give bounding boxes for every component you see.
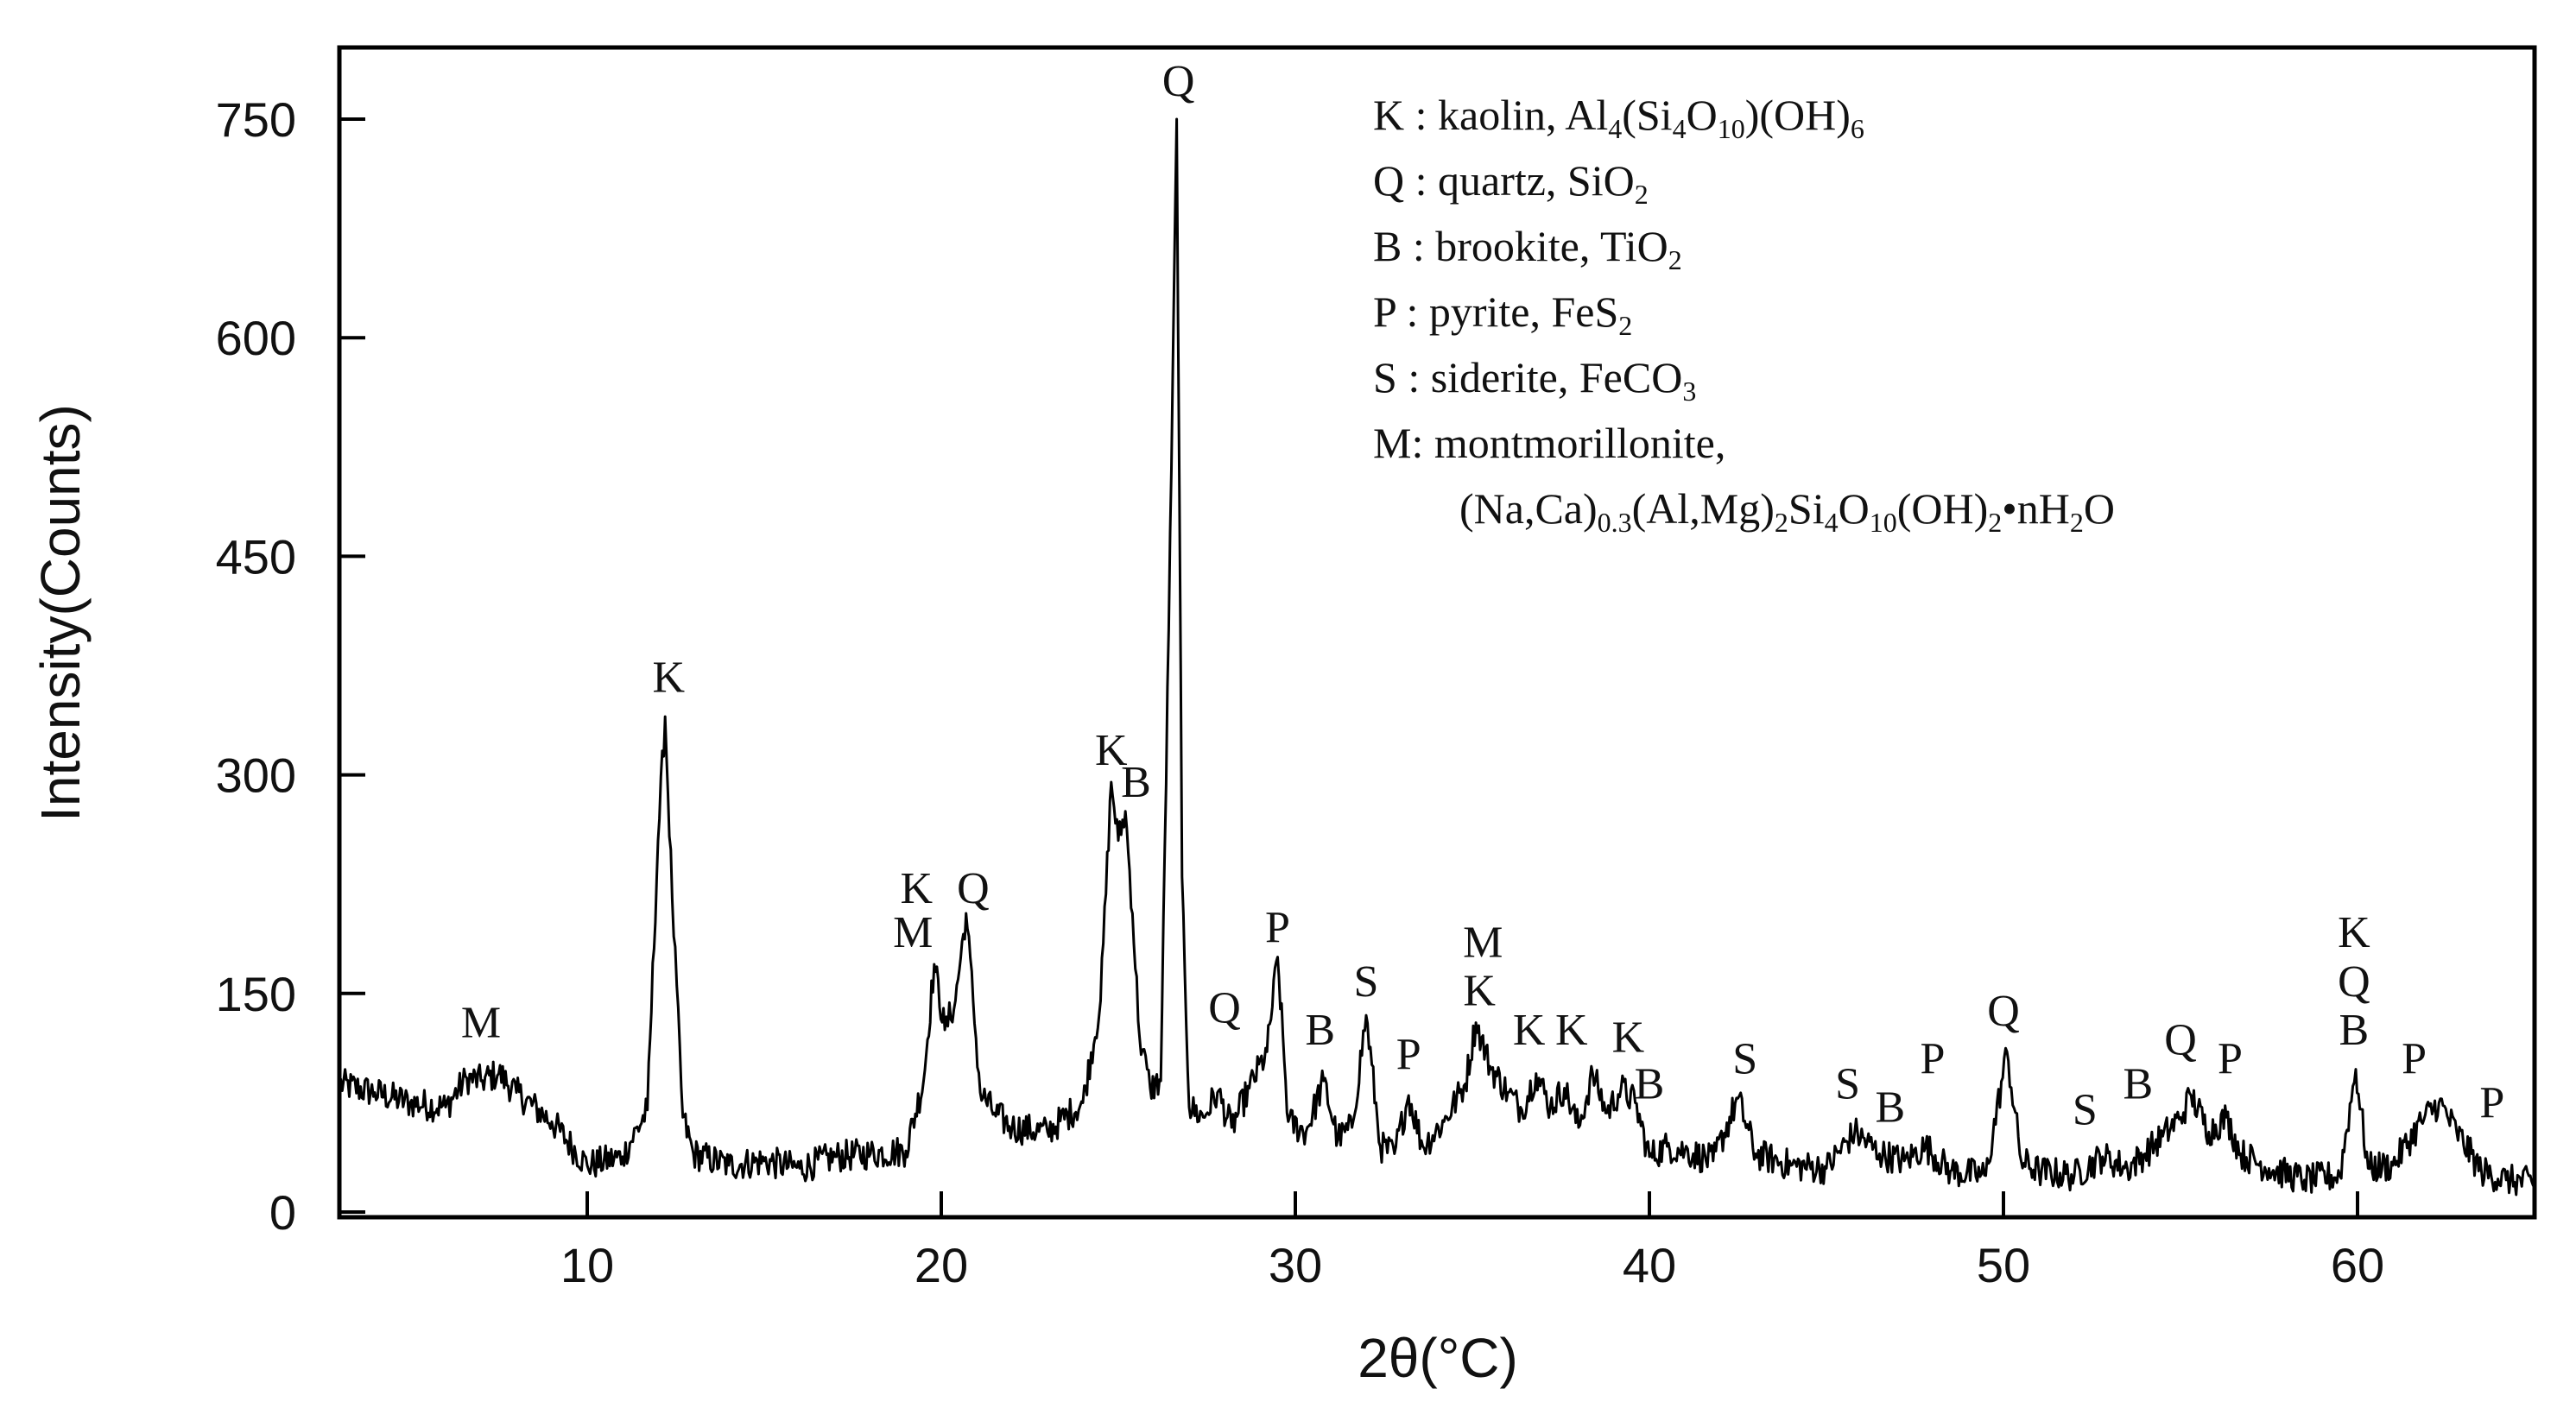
legend-text-part: Q (1373, 156, 1404, 205)
legend-subscript: 2 (1635, 179, 1649, 210)
x-tick-label: 60 (2331, 1238, 2384, 1292)
x-axis-ticks: 10 20 30 40 50 60 (560, 1191, 2384, 1292)
peak-label: Q (957, 864, 990, 913)
peak-label: B (2339, 1006, 2370, 1055)
legend-entry: P : pyrite, FeS2 (1373, 287, 1632, 341)
legend-subscript: 4 (1608, 113, 1622, 144)
legend-text-part: S (1373, 353, 1397, 401)
legend-subscript: 3 (1682, 376, 1696, 407)
peak-label: K (1095, 726, 1128, 775)
x-tick-label: 20 (915, 1238, 968, 1292)
peak-label: K (1555, 1006, 1588, 1055)
peak-label: B (1305, 1006, 1335, 1055)
peak-label: M (893, 908, 933, 957)
legend-text-part: K (1373, 91, 1404, 139)
legend-text-part: Si (1788, 484, 1825, 533)
legend-subscript: 2 (1668, 244, 1682, 275)
x-axis-title: 2θ(°C) (1358, 1327, 1518, 1389)
peak-label: K (901, 864, 934, 913)
legend-text-part: )(OH) (1745, 91, 1851, 139)
diffraction-pattern-line (338, 117, 2536, 1196)
legend-subscript: 4 (1825, 507, 1839, 538)
x-tick-label: 10 (560, 1238, 614, 1292)
plot-frame (337, 45, 2537, 1220)
peak-label: B (2123, 1059, 2153, 1108)
legend-text-part: M (1373, 419, 1411, 467)
peak-label: M (1463, 919, 1503, 968)
peak-label: Q (2164, 1016, 2197, 1065)
peak-label: P (1265, 904, 1290, 953)
y-tick-label: 150 (216, 967, 296, 1021)
legend: K : kaolin, Al4(Si4O10)(OH)6Q : quartz, … (1373, 91, 2115, 538)
peak-label: S (1732, 1035, 1757, 1084)
legend-text-part: : quartz, SiO (1404, 156, 1635, 205)
legend-text-part: : pyrite, FeS (1396, 287, 1618, 336)
y-tick-label: 600 (216, 311, 296, 365)
y-tick-label: 750 (216, 92, 296, 147)
y-tick-label: 0 (269, 1185, 296, 1240)
legend-text-part: B (1373, 222, 1402, 270)
legend-text-part: O (2084, 484, 2115, 533)
legend-subscript: 10 (1718, 113, 1745, 144)
x-tick-label: 50 (1977, 1238, 2030, 1292)
legend-entry: M: montmorillonite, (1373, 419, 1725, 467)
legend-text-part: (Al,Mg) (1632, 484, 1775, 533)
peak-label: P (1396, 1031, 1421, 1080)
legend-entry: K : kaolin, Al4(Si4O10)(OH)6 (1373, 91, 1864, 144)
peak-label: P (2218, 1035, 2243, 1084)
legend-entry: B : brookite, TiO2 (1373, 222, 1682, 275)
peak-label: P (1921, 1035, 1946, 1084)
legend-text-part: •nH (2002, 484, 2070, 533)
peak-label: Q (1162, 57, 1195, 106)
legend-subscript: 2 (1775, 507, 1788, 538)
legend-subscript: 6 (1851, 113, 1864, 144)
legend-subscript: 2 (1618, 310, 1632, 341)
legend-text-part: P (1373, 287, 1396, 336)
peak-label: M (461, 998, 501, 1047)
legend-subscript: 10 (1870, 507, 1897, 538)
peak-label: Q (1987, 987, 2020, 1036)
peak-label: Q (2338, 957, 2370, 1007)
peak-label: S (2073, 1086, 2098, 1135)
peak-label: Q (1208, 984, 1241, 1033)
legend-text-part: O (1839, 484, 1870, 533)
peak-label: B (1121, 758, 1151, 807)
legend-entry: (Na,Ca)0.3(Al,Mg)2Si4O10(OH)2•nH2O (1459, 484, 2115, 538)
peak-label: K (1463, 966, 1496, 1015)
peak-label: K (2338, 908, 2370, 957)
legend-text-part: (OH) (1897, 484, 1989, 533)
legend-entry: Q : quartz, SiO2 (1373, 156, 1649, 210)
y-axis-ticks: 0 150 300 450 600 750 (216, 92, 365, 1240)
y-tick-label: 300 (216, 748, 296, 803)
peak-label: B (1635, 1059, 1665, 1108)
x-tick-label: 30 (1269, 1238, 1322, 1292)
y-axis-title: Intensity(Counts) (29, 404, 92, 822)
legend-subscript: 2 (2070, 507, 2084, 538)
legend-subscript: 4 (1673, 113, 1687, 144)
peak-label: S (1835, 1059, 1860, 1108)
peak-label: K (653, 653, 686, 702)
legend-text-part: (Na,Ca) (1459, 484, 1598, 533)
legend-text-part: : montmorillonite, (1411, 419, 1725, 467)
peak-label: S (1354, 957, 1379, 1007)
legend-subscript: 0.3 (1598, 507, 1632, 538)
peak-label: K (1513, 1006, 1546, 1055)
legend-text-part: : brookite, TiO (1402, 222, 1668, 270)
y-tick-label: 450 (216, 529, 296, 584)
peak-label: K (1612, 1013, 1645, 1062)
peak-label: B (1875, 1083, 1905, 1132)
legend-text-part: : siderite, FeCO (1397, 353, 1683, 401)
x-tick-label: 40 (1623, 1238, 1676, 1292)
peak-label: P (2479, 1078, 2504, 1127)
legend-text-part: : kaolin, Al (1404, 91, 1608, 139)
legend-text-part: O (1687, 91, 1718, 139)
legend-subscript: 2 (1988, 507, 2002, 538)
peak-label: P (2402, 1035, 2427, 1084)
legend-entry: S : siderite, FeCO3 (1373, 353, 1696, 407)
legend-text-part: (Si (1622, 91, 1672, 139)
